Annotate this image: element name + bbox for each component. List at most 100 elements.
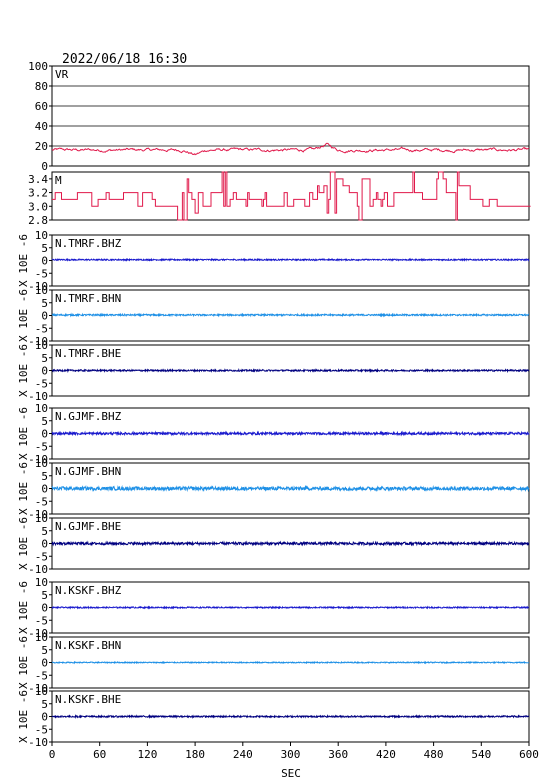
y-tick-label: 0: [41, 160, 48, 173]
y-tick-label: 0: [41, 657, 48, 670]
y-tick-label: 0: [41, 711, 48, 724]
panel-frame: [51, 65, 530, 167]
y-tick-label: -10: [28, 335, 48, 348]
panel-vr: 0 20 40 60 80 100 VR: [28, 60, 530, 173]
y-tick-label: 10: [35, 576, 48, 589]
panel-label: VR: [55, 68, 69, 81]
panel-label: N.GJMF.BHZ: [55, 410, 122, 423]
y-side-label: X 10E -6: [17, 234, 30, 287]
y-tick-label: -10: [28, 390, 48, 403]
panel-label: N.TMRF.BHN: [55, 292, 121, 305]
y-side-label: X 10E -6: [17, 462, 30, 515]
y-tick-label: 3.4: [28, 173, 48, 186]
y-tick-label: 10: [35, 229, 48, 242]
x-tick-label: 420: [376, 748, 396, 761]
y-tick-label: -5: [35, 377, 48, 390]
series-line-mag: [52, 171, 531, 221]
panel-label: N.KSKF.BHE: [55, 693, 121, 706]
y-tick-label: 0: [41, 538, 48, 551]
series-line-gjmf-bhz: [51, 430, 530, 437]
x-axis: 0 60 120 180 240 300 360 420 480 540 600: [49, 742, 539, 761]
x-tick-label: 180: [185, 748, 205, 761]
y-tick-label: 10: [35, 402, 48, 415]
y-tick-label: 10: [35, 457, 48, 470]
x-axis-label: SEC: [281, 767, 301, 780]
x-tick-label: 480: [424, 748, 444, 761]
y-tick-label: 5: [41, 525, 48, 538]
y-tick-label: 20: [35, 140, 48, 153]
x-tick-label: 0: [49, 748, 56, 761]
y-tick-label: 0: [41, 365, 48, 378]
y-tick-label: 5: [41, 644, 48, 657]
panel-label: N.TMRF.BHE: [55, 347, 121, 360]
y-tick-label: 100: [28, 60, 48, 73]
panel-kskf-bhn: -10-505 10 N.KSKF.BHN X 10E -6: [17, 631, 530, 695]
series-line-tmrf-bhe: [51, 367, 530, 374]
series-line-kskf-bhe: [51, 714, 530, 720]
panel-mag: 2.83.03.23.4 M: [28, 171, 531, 227]
y-tick-label: -10: [28, 453, 48, 466]
series-line-vr: [51, 142, 530, 156]
series-line-kskf-bhn: [51, 660, 530, 665]
y-tick-label: 10: [35, 685, 48, 698]
y-tick-label: -5: [35, 495, 48, 508]
y-tick-label: -10: [28, 627, 48, 640]
y-side-label: X 10E -6: [17, 636, 30, 689]
panel-label: N.GJMF.BHN: [55, 465, 121, 478]
panel-label: N.GJMF.BHE: [55, 520, 121, 533]
series-line-tmrf-bhz: [51, 257, 530, 262]
y-tick-label: 5: [41, 698, 48, 711]
y-tick-label: 10: [35, 284, 48, 297]
y-tick-label: -10: [28, 736, 48, 749]
series-line-gjmf-bhn: [51, 484, 530, 493]
panel-label: N.KSKF.BHN: [55, 639, 121, 652]
chart-timestamp: 2022/06/18 16:30: [62, 52, 187, 67]
y-tick-label: 0: [41, 483, 48, 496]
y-tick-label: -10: [28, 508, 48, 521]
y-tick-label: 5: [41, 415, 48, 428]
y-side-label: X 10E -6: [17, 581, 30, 634]
y-tick-label: 0: [41, 310, 48, 323]
panel-frame: [51, 171, 530, 221]
y-tick-label: 10: [35, 339, 48, 352]
y-side-label: X 10E -6: [17, 289, 30, 342]
series-line-gjmf-bhe: [51, 540, 530, 547]
y-side-label: X 10E -6: [17, 517, 30, 570]
x-tick-label: 540: [471, 748, 491, 761]
y-tick-label: -10: [28, 563, 48, 576]
y-tick-label: -5: [35, 669, 48, 682]
y-tick-label: 80: [35, 80, 48, 93]
y-tick-label: 40: [35, 120, 48, 133]
y-tick-label: -5: [35, 267, 48, 280]
y-tick-label: -5: [35, 440, 48, 453]
x-tick-label: 300: [281, 748, 301, 761]
y-tick-label: -5: [35, 614, 48, 627]
series-line-tmrf-bhn: [51, 312, 530, 318]
x-tick-label: 600: [519, 748, 539, 761]
y-tick-label: -5: [35, 322, 48, 335]
y-tick-label: -10: [28, 682, 48, 695]
y-tick-label: 5: [41, 297, 48, 310]
panel-label: N.TMRF.BHZ: [55, 237, 122, 250]
y-tick-label: 0: [41, 428, 48, 441]
panel-label: N.KSKF.BHZ: [55, 584, 122, 597]
y-side-label: X 10E -6: [17, 690, 30, 743]
y-tick-label: 60: [35, 100, 48, 113]
y-tick-label: 2.8: [28, 214, 48, 227]
y-tick-label: 5: [41, 589, 48, 602]
y-tick-label: 3.0: [28, 200, 48, 213]
series-line-kskf-bhz: [51, 605, 530, 610]
y-tick-label: 5: [41, 352, 48, 365]
y-tick-label: -10: [28, 280, 48, 293]
x-tick-label: 240: [233, 748, 253, 761]
x-tick-label: 120: [137, 748, 157, 761]
